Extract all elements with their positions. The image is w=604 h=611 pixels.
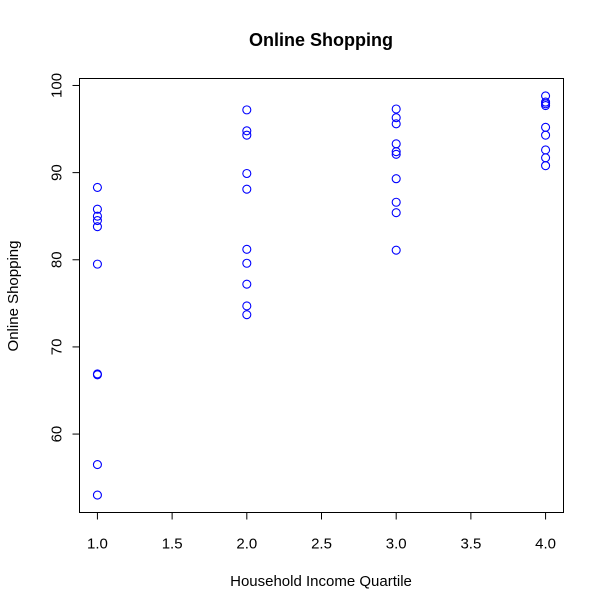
x-tick-label: 4.0 [535, 536, 556, 553]
data-point [92, 204, 102, 214]
data-point [391, 208, 401, 218]
data-point [541, 153, 551, 163]
data-point [242, 184, 252, 194]
y-tick-label: 90 [49, 164, 66, 181]
data-point [242, 130, 252, 140]
y-tick-label: 60 [49, 426, 66, 443]
data-point [92, 216, 102, 226]
data-point [541, 100, 551, 111]
data-point [92, 370, 102, 380]
data-point [391, 119, 401, 129]
x-tick-label: 3.5 [460, 536, 481, 553]
data-point [92, 182, 102, 192]
data-point [541, 130, 551, 140]
x-tick-label: 3.0 [386, 536, 407, 553]
y-tick-label: 70 [49, 339, 66, 356]
data-point [242, 258, 252, 268]
chart-title: Online Shopping [249, 30, 393, 50]
data-point [92, 460, 102, 470]
data-point [391, 149, 401, 159]
x-tick-label: 2.5 [311, 536, 332, 553]
data-point [391, 245, 401, 255]
data-point [541, 122, 551, 132]
y-axis: 60 70 80 90 100 [49, 73, 80, 442]
data-point [92, 211, 102, 221]
y-tick-label: 100 [49, 73, 66, 98]
data-point [391, 139, 401, 149]
data-point [391, 147, 401, 157]
data-point [242, 168, 252, 179]
data-point [391, 197, 401, 207]
data-point [92, 222, 102, 232]
x-tick-label: 2.0 [236, 536, 257, 553]
x-tick-label: 1.5 [162, 536, 183, 553]
data-point [92, 490, 102, 500]
x-axis-label: Household Income Quartile [230, 573, 412, 590]
data-points [92, 91, 551, 500]
data-point [92, 259, 102, 269]
data-point [541, 145, 551, 155]
data-point [242, 310, 252, 320]
data-point [242, 126, 252, 136]
data-point [391, 113, 401, 123]
data-point [242, 244, 252, 254]
data-point [242, 279, 252, 289]
data-point [242, 301, 252, 311]
x-axis: 1.0 1.5 2.0 2.5 3.0 3.5 4.0 [87, 512, 556, 553]
y-axis-label: Online Shopping [5, 241, 22, 352]
data-point [391, 104, 401, 114]
data-point [541, 161, 551, 171]
plot-frame [79, 78, 564, 513]
x-tick-label: 1.0 [87, 536, 108, 553]
data-point [242, 105, 252, 115]
data-point [391, 174, 401, 184]
y-tick-label: 80 [49, 251, 66, 268]
